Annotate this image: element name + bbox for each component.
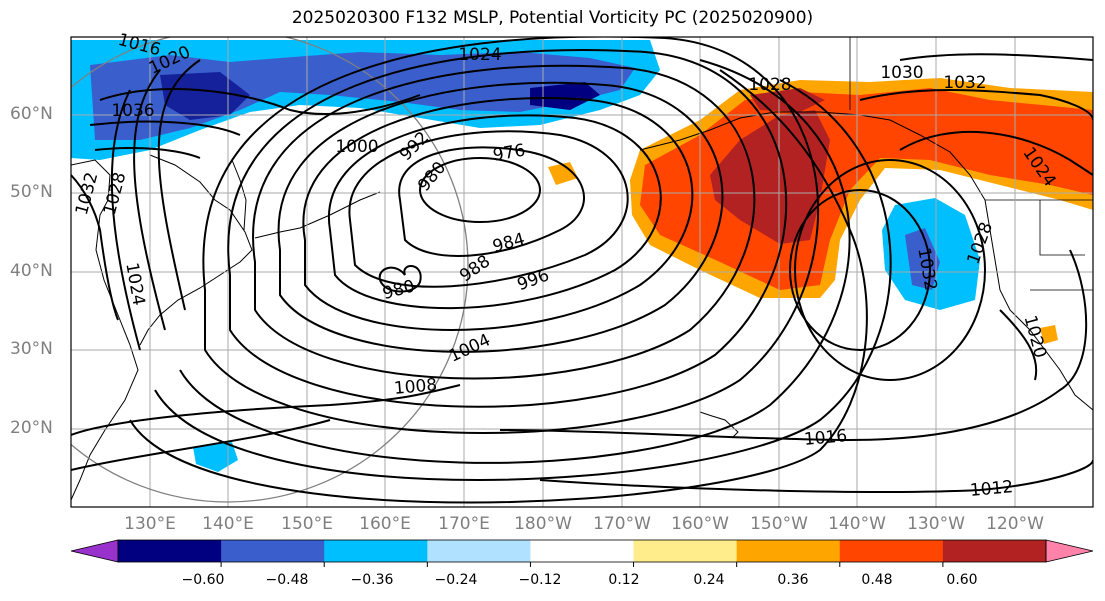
colorbar-tick-label: 0.12: [608, 572, 640, 588]
colorbar-tick-label: 0.60: [946, 572, 978, 588]
isobars: [71, 37, 1093, 504]
colorbar-cell: [736, 540, 841, 562]
lat-label: 60°N: [10, 104, 53, 124]
colorbar-tick-label: 0.48: [861, 572, 893, 588]
lon-label: 130°E: [124, 514, 176, 534]
colorbar-tick-label: −0.24: [434, 572, 478, 588]
borders: [849, 37, 1093, 291]
colorbar-cell: [839, 540, 944, 562]
lon-label: 120°W: [986, 514, 1044, 534]
coastlines: [71, 111, 1093, 501]
colorbar-cell: [324, 540, 428, 562]
lon-label: 180°W: [514, 514, 572, 534]
colorbar-cell: [118, 540, 222, 562]
lon-label: 140°E: [202, 514, 254, 534]
isobar-label: 1024: [458, 45, 501, 65]
lon-label: 170°W: [593, 514, 651, 534]
pv-negative-fill: [71, 40, 980, 472]
isobar-label: 1030: [880, 63, 923, 83]
lat-label: 30°N: [10, 339, 53, 359]
colorbar-cell: [221, 540, 325, 562]
colorbar-cell: [530, 540, 635, 562]
lon-label: 160°W: [671, 514, 729, 534]
lon-label: 130°W: [907, 514, 965, 534]
map-frame: [70, 36, 1094, 508]
lat-label: 50°N: [10, 182, 53, 202]
figure-title: 2025020300 F132 MSLP, Potential Vorticit…: [291, 8, 814, 28]
isobar-label: 1016: [803, 426, 848, 450]
map-panel: [71, 37, 1093, 507]
isobar-label: 1028: [748, 75, 791, 95]
lon-label: 170°E: [438, 514, 490, 534]
colorbar: [70, 539, 1094, 567]
isobar-label: 1008: [393, 375, 438, 399]
lat-label: 40°N: [10, 261, 53, 281]
colorbar-cell: [942, 540, 1047, 562]
lon-label: 160°E: [359, 514, 411, 534]
range-circle: [71, 37, 469, 503]
colorbar-extend-low: [70, 539, 119, 563]
colorbar-tick-label: −0.48: [265, 572, 309, 588]
colorbar-tick-label: −0.60: [181, 572, 225, 588]
isobar-label: 1000: [335, 137, 378, 157]
lat-label: 20°N: [10, 418, 53, 438]
isobar-label: 1012: [969, 477, 1014, 501]
lon-label: 150°W: [750, 514, 808, 534]
isobar-label: 1032: [943, 73, 986, 93]
colorbar-tick-label: 0.24: [693, 572, 725, 588]
lon-label: 140°W: [828, 514, 886, 534]
colorbar-cell: [427, 540, 531, 562]
colorbar-cell: [633, 540, 738, 562]
colorbar-tick-label: 0.36: [777, 572, 809, 588]
lon-label: 150°E: [281, 514, 333, 534]
isobar-label: 1036: [111, 101, 154, 121]
colorbar-tick-label: −0.12: [518, 572, 562, 588]
colorbar-tick-label: −0.36: [350, 572, 394, 588]
colorbar-extend-high: [1045, 539, 1094, 563]
